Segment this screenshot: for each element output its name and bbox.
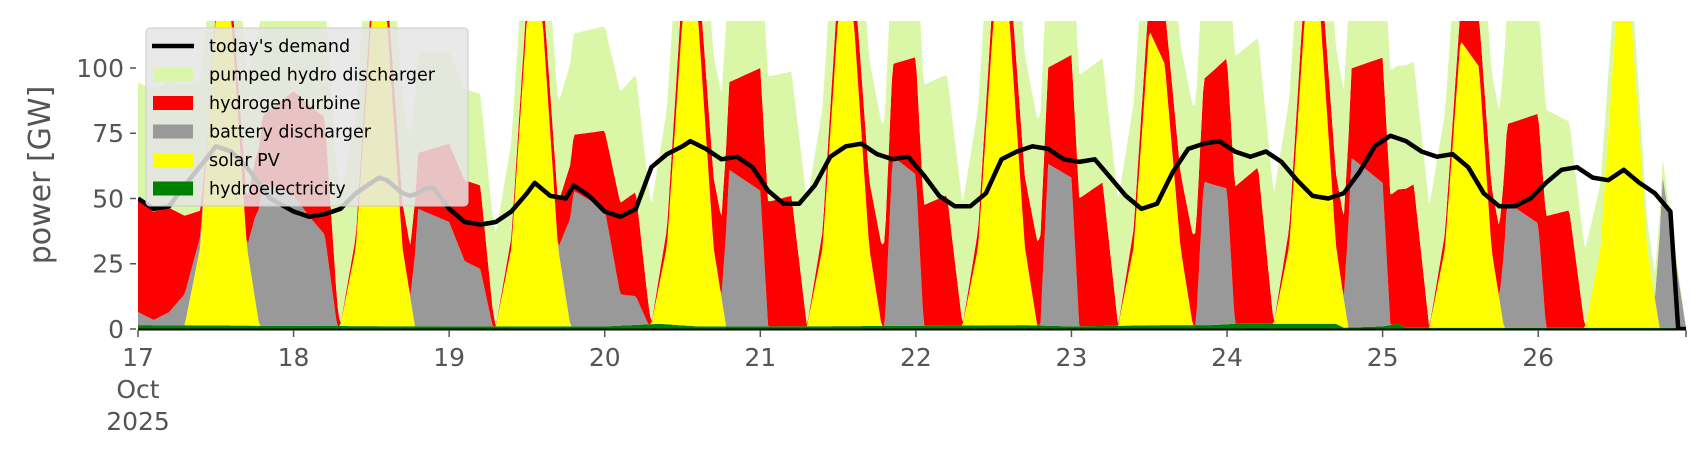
y-tick-label: 0 [108, 315, 124, 344]
x-tick-label: 19 [433, 343, 465, 372]
axes: 0 25 50 75 100 17 Oct 2025 18 19 20 21 22 23 24 25 26 [76, 54, 1687, 436]
legend-swatch-hydro [153, 181, 193, 196]
area-battery [138, 21, 1686, 328]
legend-label: hydroelectricity [209, 180, 346, 200]
area-hydrogen [138, 21, 1686, 328]
x-tick-label: 2025 [106, 407, 170, 436]
legend-swatch-solar [153, 153, 193, 167]
legend-swatch-pumped-hydro [153, 67, 193, 82]
x-tick-label: 25 [1367, 343, 1399, 372]
legend-label: today's demand [209, 37, 350, 57]
x-tick-label: 24 [1211, 343, 1243, 372]
legend-label: hydrogen turbine [209, 94, 361, 114]
y-axis-label: power [GW] [23, 86, 58, 265]
legend: today's demand pumped hydro discharger hyd… [145, 27, 469, 207]
y-tick-label: 75 [92, 119, 124, 148]
y-tick-label: 100 [76, 54, 124, 83]
x-tick-label: 18 [278, 343, 310, 372]
x-tick-label: 20 [589, 343, 621, 372]
legend-label: pumped hydro discharger [209, 66, 436, 86]
x-tick-label: 23 [1056, 343, 1088, 372]
legend-swatch-battery [153, 124, 193, 139]
y-tick-label: 50 [92, 184, 124, 213]
legend-label: battery discharger [209, 123, 372, 143]
legend-box [145, 27, 469, 207]
area-solar [138, 21, 1686, 328]
x-tick-label: 17 [122, 343, 154, 372]
y-tick-label: 25 [92, 250, 124, 279]
x-tick-label: 21 [744, 343, 776, 372]
x-tick-label: 26 [1522, 343, 1554, 372]
x-tick-label: Oct [116, 375, 159, 404]
legend-swatch-hydrogen [153, 96, 193, 110]
legend-label: solar PV [209, 151, 280, 171]
area-hydro [138, 323, 1686, 329]
x-tick-label: 22 [900, 343, 932, 372]
